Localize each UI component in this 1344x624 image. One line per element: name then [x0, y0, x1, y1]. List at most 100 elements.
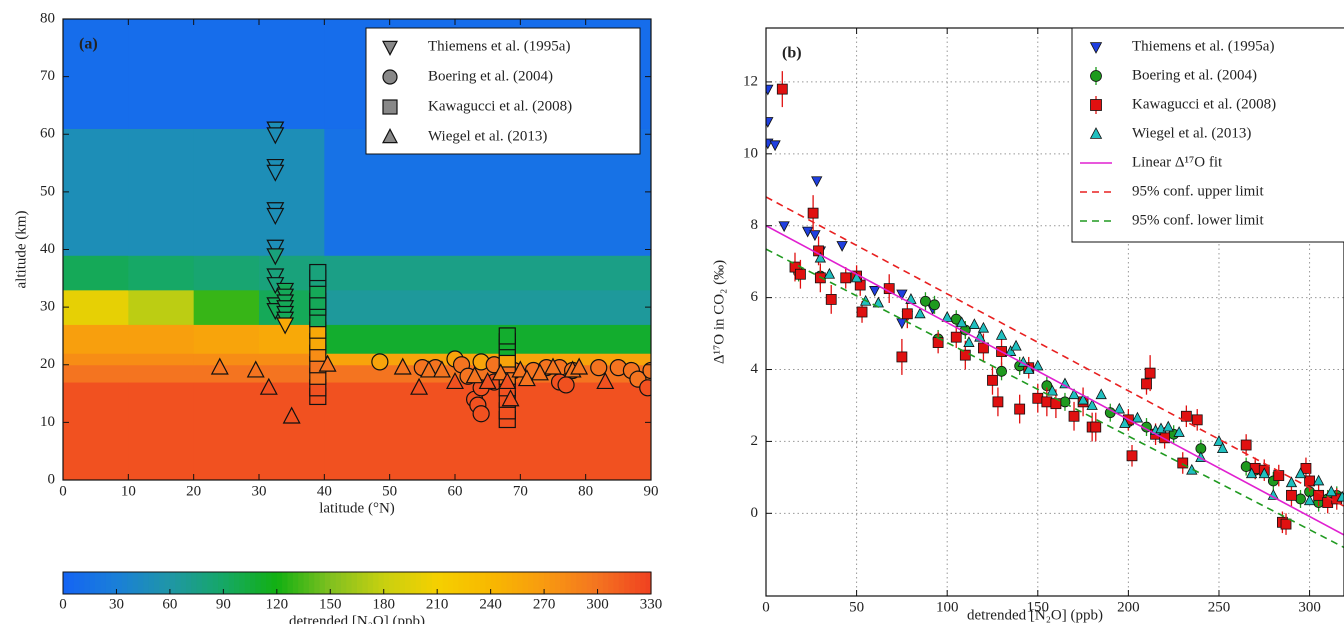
data-point [1303, 494, 1316, 506]
colorbar-segment [565, 572, 572, 594]
data-point [1141, 378, 1152, 390]
panel-label: (b) [782, 45, 802, 62]
x-tick-label: 30 [252, 483, 267, 499]
legend-marker [382, 128, 398, 144]
colorbar-segment [132, 572, 139, 594]
data-point [1240, 461, 1252, 472]
data-point [266, 268, 285, 286]
colorbar-segment [303, 572, 310, 594]
data-point [869, 286, 881, 297]
y-tick-label: 50 [40, 183, 55, 199]
x-tick-label: 50 [382, 483, 397, 499]
heatmap-cell [63, 353, 129, 366]
legend-label: Wiegel et al. (2013) [428, 128, 547, 144]
colorbar-segment [463, 572, 470, 594]
data-point [446, 371, 464, 390]
colorbar-segment [495, 572, 502, 594]
panel-label: (a) [79, 36, 98, 53]
legend-label: Thiemens et al. (1995a) [428, 38, 570, 54]
colorbar-segment [447, 572, 454, 594]
colorbar-tick-label: 180 [372, 596, 395, 612]
colorbar-tick-label: 120 [266, 596, 289, 612]
colorbar-segment [137, 572, 144, 594]
colorbar-segment [458, 572, 465, 594]
data-point [544, 357, 562, 375]
x-tick-label: 10 [121, 483, 136, 499]
x-tick-label: 20 [186, 483, 201, 499]
data-point [1119, 417, 1131, 428]
heatmap-cell [63, 324, 129, 354]
colorbar-segment [373, 572, 379, 594]
data-point [807, 207, 819, 219]
colorbar-segment [201, 572, 208, 594]
data-point [809, 230, 821, 242]
heatmap-cell [128, 128, 195, 256]
y-tick-label: 6 [751, 289, 759, 305]
y-axis-label: altitude (km) [13, 211, 29, 289]
colorbar-segment [143, 572, 150, 594]
heatmap-cell [193, 382, 260, 480]
colorbar-segment [399, 572, 406, 594]
colorbar-segment [191, 572, 198, 594]
legend-marker [1090, 99, 1102, 111]
colorbar-segment [164, 572, 171, 594]
colorbar-segment [469, 572, 476, 594]
heatmap-cell [63, 382, 129, 480]
data-point [1068, 388, 1080, 400]
data-point [1294, 467, 1307, 479]
colorbar-segment [212, 572, 219, 594]
data-point [920, 295, 931, 307]
x-tick-label: 80 [578, 483, 593, 499]
colorbar-segment [196, 572, 203, 594]
data-point [1095, 388, 1107, 400]
colorbar-tick-label: 300 [586, 596, 609, 612]
colorbar-segment [175, 572, 182, 594]
legend-marker [382, 69, 398, 85]
colorbar-tick-label: 330 [640, 596, 663, 612]
data-point [1041, 396, 1053, 408]
colorbar-segment [287, 572, 294, 594]
data-point [530, 363, 549, 381]
colorbar-segment [228, 572, 235, 594]
heatmap-cell [63, 289, 129, 325]
colorbar-label: detrended [N₂O] (ppb) [289, 613, 425, 624]
y-tick-label: 80 [40, 10, 55, 26]
data-point [259, 377, 278, 395]
data-point [1086, 399, 1098, 410]
heatmap-cell [324, 289, 651, 325]
data-point [266, 248, 285, 266]
colorbar-segment [185, 572, 192, 594]
colorbar-segment [618, 572, 625, 594]
data-point [1295, 493, 1306, 505]
data-point [901, 308, 913, 320]
data-point [318, 354, 337, 372]
data-point [825, 294, 837, 305]
heatmap-cell [193, 289, 260, 325]
data-point [1336, 490, 1344, 502]
colorbar-tick-label: 90 [216, 596, 231, 612]
colorbar-segment [314, 572, 321, 594]
heatmap-cell [193, 19, 260, 129]
colorbar-segment [105, 572, 112, 594]
data-point [977, 321, 990, 333]
data-point [639, 379, 651, 397]
data-point [1216, 442, 1229, 454]
colorbar-tick-label: 240 [479, 596, 502, 612]
data-point [1177, 457, 1189, 469]
heatmap-cell [128, 289, 195, 325]
data-point [557, 376, 575, 394]
data-point [795, 268, 806, 280]
legend-label: Kawagucci et al. (2008) [428, 98, 572, 114]
data-point [1090, 421, 1102, 433]
heatmap-cell [128, 353, 195, 366]
axes-frame [765, 27, 1344, 597]
y-tick-label: 2 [751, 433, 759, 449]
colorbar-segment [437, 572, 444, 594]
colorbar-segment [276, 572, 283, 594]
colorbar-segment [127, 572, 134, 594]
data-point [491, 363, 510, 381]
data-point [1186, 463, 1198, 475]
data-point [1032, 359, 1044, 371]
colorbar-segment [180, 572, 187, 594]
colorbar-segment [506, 572, 513, 594]
